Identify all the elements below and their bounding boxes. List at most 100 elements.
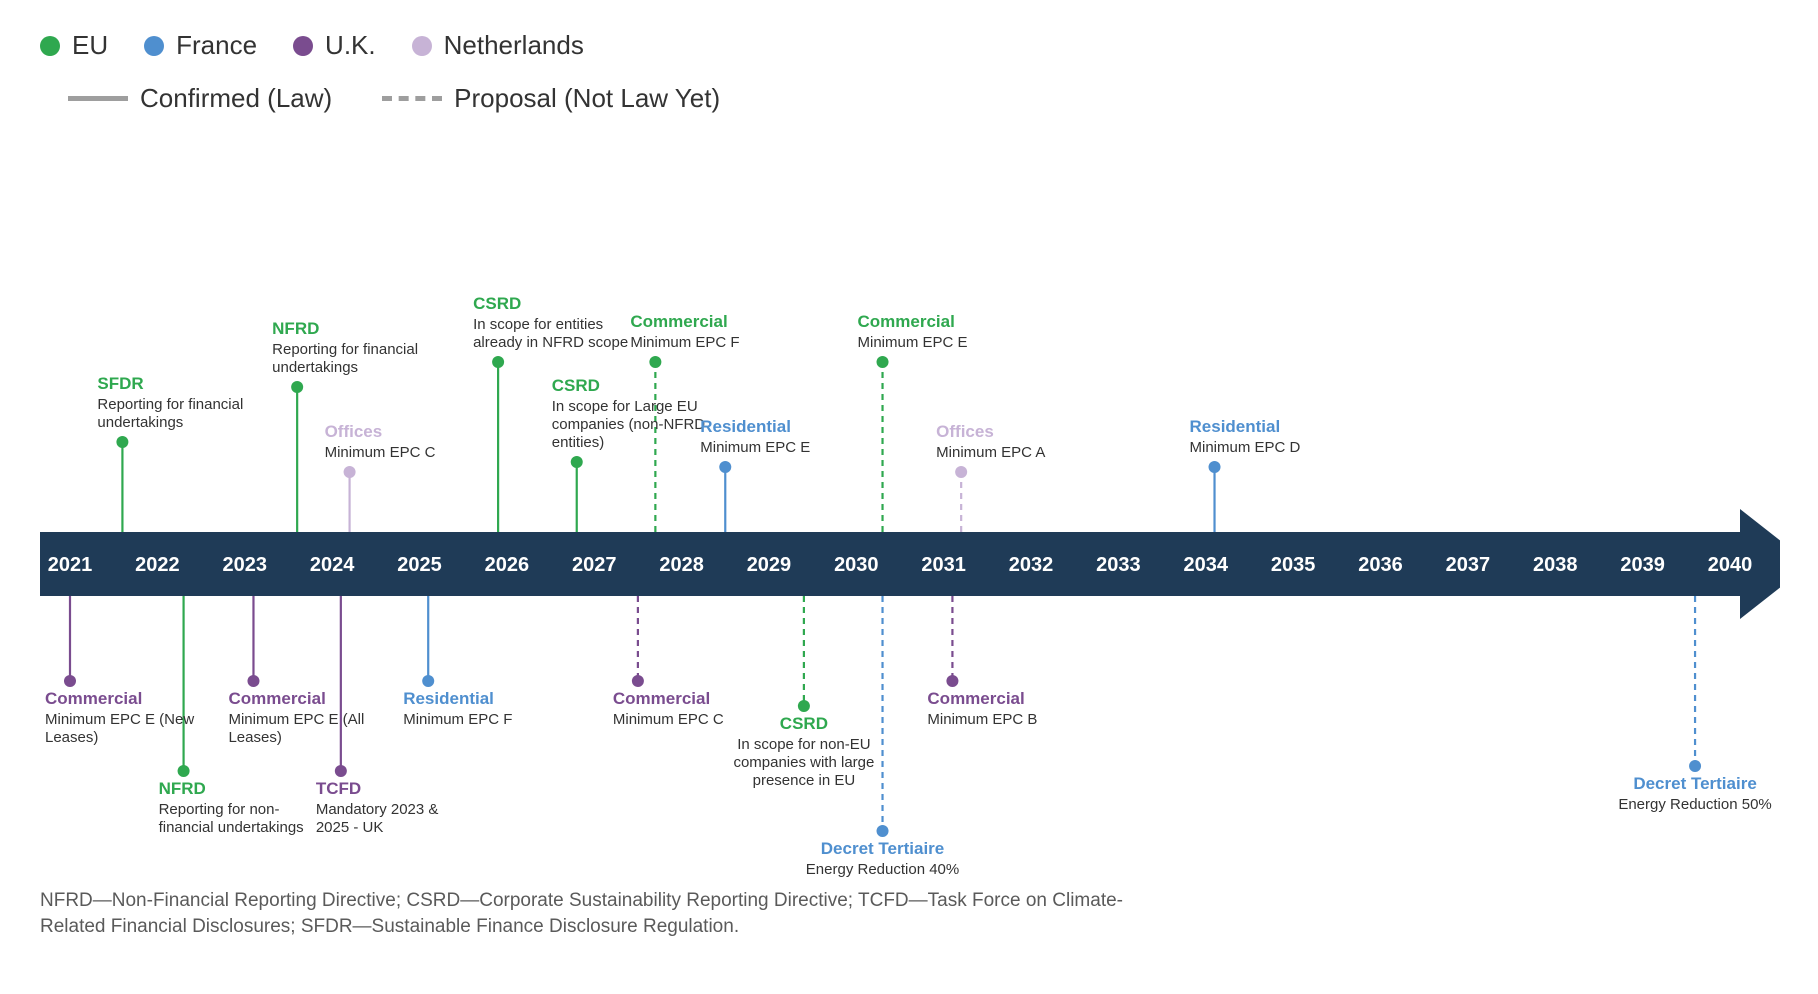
year-label: 2031: [921, 554, 966, 576]
event-dot-icon: [335, 765, 347, 777]
event-title: SFDR: [97, 374, 257, 394]
timeline-svg: 2021 2022 2023 2024 2025 2026 2027 2028 2029 2030…: [40, 124, 1780, 884]
legend-item-eu: EU: [40, 30, 108, 61]
year-label: 2035: [1271, 554, 1316, 576]
event-dot-icon: [64, 675, 76, 687]
event: CSRDIn scope for Large EU companies (non…: [552, 376, 712, 452]
year-label: 2021: [48, 554, 93, 576]
legend-line-confirmed: Confirmed (Law): [68, 83, 332, 114]
event: Decret TertiaireEnergy Reduction 40%: [803, 839, 963, 879]
event-dot-icon: [955, 466, 967, 478]
event-dot-icon: [1209, 461, 1221, 473]
event: CommercialMinimum EPC E (New Leases): [45, 689, 205, 747]
event-dot-icon: [571, 456, 583, 468]
year-label: 2027: [572, 554, 617, 576]
event-dot-icon: [344, 466, 356, 478]
year-label: 2036: [1358, 554, 1403, 576]
timeline-chart: 2021 2022 2023 2024 2025 2026 2027 2028 2029 2030…: [40, 124, 1780, 884]
legend-dot-icon: [144, 36, 164, 56]
event-dot-icon: [649, 356, 661, 368]
event-desc: Reporting for financial undertakings: [97, 396, 257, 432]
event: NFRDReporting for financial undertakings: [272, 319, 432, 377]
event-title: Commercial: [228, 689, 388, 709]
event-desc: Minimum EPC E (New Leases): [45, 711, 205, 747]
year-label: 2032: [1009, 554, 1054, 576]
timeline-arrow: [40, 509, 1780, 619]
event: CommercialMinimum EPC E (All Leases): [228, 689, 388, 747]
event-title: Commercial: [927, 689, 1087, 709]
event-dot-icon: [798, 700, 810, 712]
event-title: Offices: [936, 422, 1096, 442]
event: CommercialMinimum EPC B: [927, 689, 1087, 729]
event-dot-icon: [877, 825, 889, 837]
event: CommercialMinimum EPC F: [630, 312, 790, 352]
year-label: 2026: [485, 554, 530, 576]
event-title: NFRD: [159, 779, 319, 799]
event-dot-icon: [946, 675, 958, 687]
event-desc: Mandatory 2023 & 2025 - UK: [316, 801, 476, 837]
year-label: 2029: [747, 554, 792, 576]
event-title: Residential: [700, 417, 860, 437]
event: NFRDReporting for non-financial undertak…: [159, 779, 319, 837]
event-title: Residential: [403, 689, 563, 709]
event-desc: Minimum EPC E: [858, 334, 1018, 352]
event-dot-icon: [877, 356, 889, 368]
event-dot-icon: [247, 675, 259, 687]
event-title: Residential: [1190, 417, 1350, 437]
legend-line-icon: [382, 96, 442, 101]
event: CSRDIn scope for entities already in NFR…: [473, 294, 633, 352]
event-desc: Reporting for non-financial undertakings: [159, 801, 319, 837]
legend-dot-icon: [293, 36, 313, 56]
event-dot-icon: [291, 381, 303, 393]
event-title: CSRD: [552, 376, 712, 396]
year-label: 2025: [397, 554, 442, 576]
event: ResidentialMinimum EPC F: [403, 689, 563, 729]
legend-item-netherlands: Netherlands: [412, 30, 584, 61]
event-title: Offices: [325, 422, 485, 442]
event-dot-icon: [116, 436, 128, 448]
legend-line-label: Confirmed (Law): [140, 83, 332, 114]
year-label: 2037: [1446, 554, 1491, 576]
year-label: 2038: [1533, 554, 1578, 576]
event: Decret TertiaireEnergy Reduction 50%: [1615, 774, 1775, 814]
event-title: Decret Tertiaire: [1615, 774, 1775, 794]
legend-label: Netherlands: [444, 30, 584, 61]
event-dot-icon: [719, 461, 731, 473]
year-label: 2024: [310, 554, 355, 576]
event: Residential Minimum EPC D: [1190, 417, 1350, 457]
year-label: 2033: [1096, 554, 1141, 576]
event-desc: Reporting for financial undertakings: [272, 341, 432, 377]
event: ResidentialMinimum EPC E: [700, 417, 860, 457]
year-label: 2028: [659, 554, 704, 576]
event: CSRDIn scope for non-EU companies with l…: [724, 714, 884, 790]
event: TCFDMandatory 2023 & 2025 - UK: [316, 779, 476, 837]
event: Offices Minimum EPC A: [936, 422, 1096, 462]
year-label: 2023: [222, 554, 267, 576]
event: Commercial Minimum EPC E: [858, 312, 1018, 352]
event: Offices Minimum EPC C: [325, 422, 485, 462]
footnote: NFRD—Non-Financial Reporting Directive; …: [40, 888, 1140, 939]
event-desc: Minimum EPC F: [630, 334, 790, 352]
event-title: TCFD: [316, 779, 476, 799]
legend-item-france: France: [144, 30, 257, 61]
event-desc: Minimum EPC C: [325, 444, 485, 462]
legend-regions: EU France U.K. Netherlands: [40, 30, 1778, 61]
legend-item-uk: U.K.: [293, 30, 376, 61]
year-label: 2030: [834, 554, 879, 576]
legend-label: EU: [72, 30, 108, 61]
event: SFDRReporting for financial undertakings: [97, 374, 257, 432]
event-desc: Minimum EPC A: [936, 444, 1096, 462]
event-title: NFRD: [272, 319, 432, 339]
event-dot-icon: [1689, 760, 1701, 772]
event-dot-icon: [632, 675, 644, 687]
legend-line-proposal: Proposal (Not Law Yet): [382, 83, 720, 114]
event-desc: Minimum EPC D: [1190, 439, 1350, 457]
year-label: 2039: [1620, 554, 1665, 576]
year-label: 2022: [135, 554, 180, 576]
event-title: CSRD: [473, 294, 633, 314]
event-title: Commercial: [613, 689, 773, 709]
legend-line-icon: [68, 96, 128, 101]
event-dot-icon: [492, 356, 504, 368]
event-title: Commercial: [858, 312, 1018, 332]
event-desc: Minimum EPC E (All Leases): [228, 711, 388, 747]
